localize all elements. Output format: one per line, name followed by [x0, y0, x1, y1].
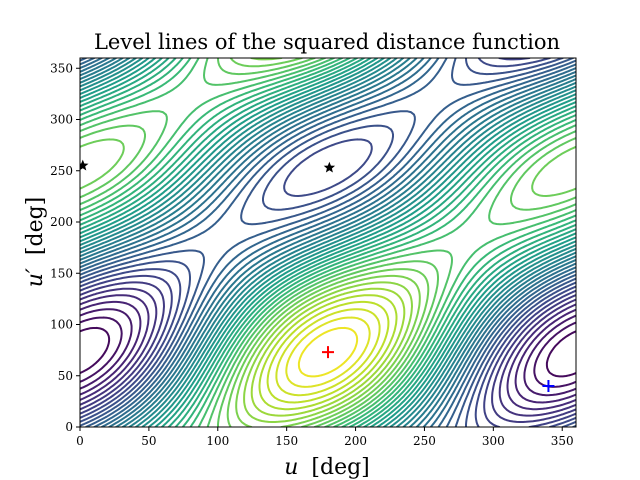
contour-level: [250, 287, 406, 417]
contour-lines: [80, 58, 576, 427]
contour-level: [80, 58, 576, 427]
contour-level: [80, 58, 576, 427]
contour-level: [258, 294, 398, 411]
x-tick-label: 250: [413, 434, 436, 448]
contour-level: [80, 58, 576, 427]
saddle-star-marker: [80, 159, 89, 171]
contour-level: [243, 281, 413, 423]
y-tick-label: 250: [50, 164, 73, 178]
contour-level: [80, 58, 576, 427]
contour-level: [80, 308, 576, 397]
x-axis-unit: [deg]: [311, 455, 369, 480]
y-tick-label: 100: [50, 318, 73, 332]
x-tick-label: 300: [482, 434, 505, 448]
y-axis-label: u′ [deg]: [23, 197, 48, 288]
y-tick-label: 350: [50, 61, 73, 75]
x-tick-label: 100: [206, 434, 229, 448]
x-axis-label: u [deg]: [284, 455, 370, 480]
contour-level: [80, 58, 576, 427]
contour-level: [80, 294, 576, 411]
y-tick-label: 150: [50, 266, 73, 280]
y-axis-ticks: 0 50 100 150 200 250 300 350: [50, 61, 80, 434]
x-tick-label: 350: [551, 434, 574, 448]
y-tick-label: 0: [65, 420, 73, 434]
saddle-star-marker: [323, 161, 336, 173]
contour-level: [80, 281, 576, 423]
contour-level: [285, 316, 371, 388]
chart-title: Level lines of the squared distance func…: [94, 30, 560, 54]
contour-level: [235, 58, 421, 427]
contour-level: [80, 58, 576, 427]
contour-level: [80, 58, 576, 427]
markers: [80, 159, 555, 392]
x-tick-label: 200: [344, 434, 367, 448]
y-tick-label: 50: [58, 369, 73, 383]
y-axis-variable: u′: [23, 268, 48, 287]
contour-level: [80, 58, 576, 427]
x-axis-ticks: 0 50 100 150 200 250 300 350: [76, 427, 574, 448]
y-tick-label: 300: [50, 113, 73, 127]
x-tick-label: 50: [141, 434, 156, 448]
x-axis-variable: u: [284, 455, 298, 480]
contour-level: [266, 300, 390, 404]
contour-level: [275, 308, 381, 397]
contour-level: [80, 58, 576, 427]
contour-level: [80, 287, 576, 417]
x-tick-label: 0: [76, 434, 84, 448]
contour-level: [80, 300, 576, 404]
plot-frame: [79, 57, 577, 428]
y-axis-unit: [deg]: [23, 197, 48, 255]
contour-level: [297, 326, 359, 378]
minimum-plus-marker: [542, 380, 555, 392]
maximum-plus-marker: [322, 346, 334, 359]
contour-level: [80, 326, 576, 378]
contour-level: [80, 58, 576, 427]
y-tick-label: 200: [50, 215, 73, 229]
x-tick-label: 150: [275, 434, 298, 448]
